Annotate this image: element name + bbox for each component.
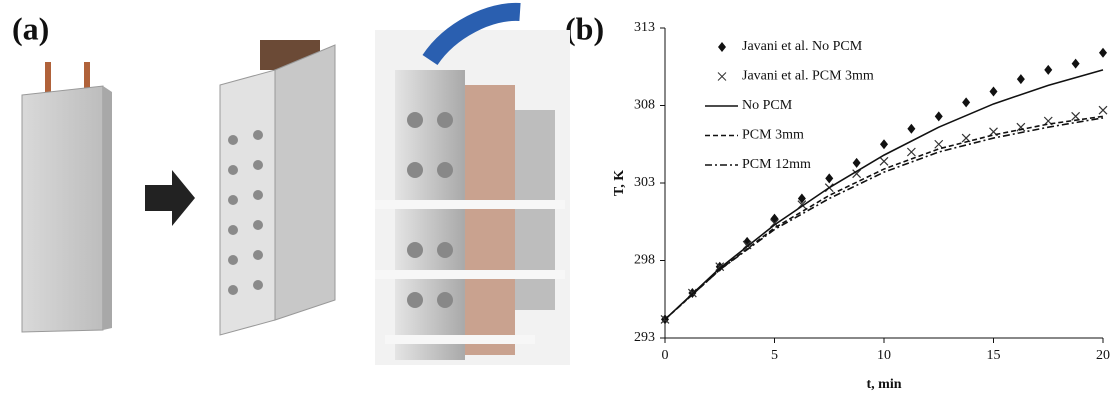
legend-label: PCM 12mm: [742, 157, 811, 172]
module-photo: [375, 12, 570, 365]
panel-label: (b): [565, 10, 604, 46]
series-line: [665, 70, 1103, 320]
diamond-marker: [1017, 74, 1025, 84]
x-marker: [907, 148, 915, 156]
legend-label: Javani et al. No PCM: [742, 39, 863, 54]
x-marker: [935, 140, 943, 148]
arrow: [145, 170, 195, 226]
diamond-marker: [825, 173, 833, 183]
y-tick-label: 313: [634, 20, 655, 35]
legend-label: No PCM: [742, 98, 793, 113]
y-tick-label: 298: [634, 253, 655, 268]
x-tick-label: 10: [877, 348, 891, 363]
x-marker: [880, 157, 888, 165]
y-tick-label: 293: [634, 330, 655, 345]
x-tick-label: 20: [1096, 348, 1110, 363]
legend-label: Javani et al. PCM 3mm: [742, 69, 874, 84]
x-tick-label: 15: [987, 348, 1001, 363]
battery-module: [220, 40, 335, 335]
legend-label: PCM 3mm: [742, 128, 804, 143]
diamond-marker: [1072, 59, 1080, 69]
diamond-marker: [990, 87, 998, 97]
page: (a) (b) T, K t, min 293 298 303 308 313 0 5 10 1…: [0, 0, 1113, 401]
y-axis-label: T, K: [612, 170, 627, 196]
diamond-marker: [1044, 65, 1052, 75]
y-tick-label: 303: [634, 175, 655, 190]
x-tick-label: 5: [771, 348, 778, 363]
panel-label: (a): [12, 10, 49, 46]
diamond-marker: [962, 97, 970, 107]
pouch-cell: [22, 62, 112, 332]
x-marker: [1099, 106, 1107, 114]
diamond-marker: [1099, 48, 1107, 58]
legend-symbol: [718, 73, 726, 81]
x-axis-label: t, min: [867, 377, 902, 392]
y-tick-label: 308: [634, 98, 655, 113]
diamond-marker: [880, 139, 888, 149]
legend-symbol: [718, 42, 726, 52]
diamond-marker: [907, 124, 915, 134]
diamond-marker: [853, 158, 861, 168]
diamond-marker: [935, 111, 943, 121]
x-tick-label: 0: [662, 348, 669, 363]
figure: (a) (b) T, K t, min 293 298 303 308 313 0 5 10 1…: [0, 0, 1113, 401]
